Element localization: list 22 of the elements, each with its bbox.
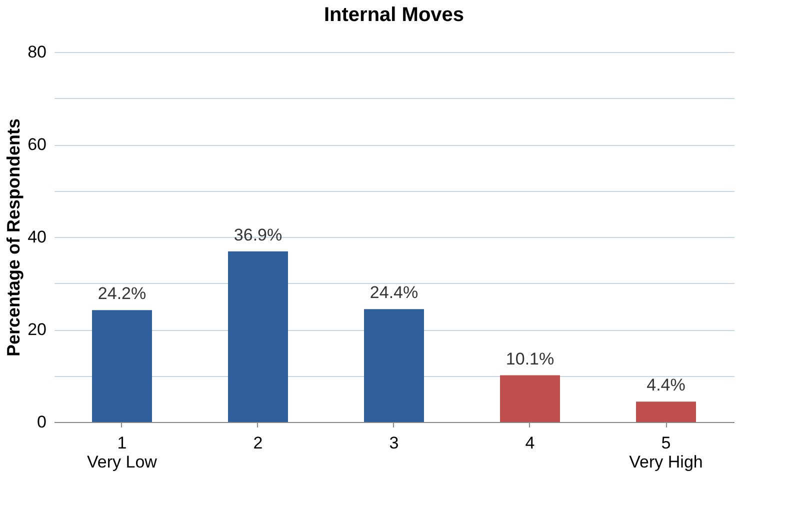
y-tick-label: 40 bbox=[28, 228, 46, 246]
bar bbox=[500, 375, 560, 422]
data-label: 24.2% bbox=[98, 284, 146, 304]
bar bbox=[92, 310, 152, 422]
y-tick-label: 60 bbox=[28, 135, 46, 154]
y-tick-label: 0 bbox=[37, 412, 46, 432]
data-label: 36.9% bbox=[234, 225, 282, 244]
data-label: 10.1% bbox=[506, 349, 554, 368]
y-tick-label: 80 bbox=[28, 42, 46, 62]
chart-title: Internal Moves bbox=[324, 4, 464, 26]
y-axis-title: Percentage of Respondents bbox=[4, 118, 24, 357]
x-tick-label: 2 bbox=[253, 434, 263, 452]
y-tick-label: 20 bbox=[28, 320, 46, 339]
bar bbox=[364, 309, 424, 422]
bar bbox=[228, 251, 288, 422]
bar bbox=[636, 402, 696, 422]
x-tick-label: 5 Very High bbox=[629, 434, 703, 472]
x-tick-label: 1 Very Low bbox=[87, 434, 158, 472]
x-tick-label: 4 bbox=[525, 434, 535, 452]
x-tick-label: 3 bbox=[389, 434, 399, 452]
data-label: 4.4% bbox=[646, 376, 686, 395]
data-label: 24.4% bbox=[370, 283, 418, 302]
